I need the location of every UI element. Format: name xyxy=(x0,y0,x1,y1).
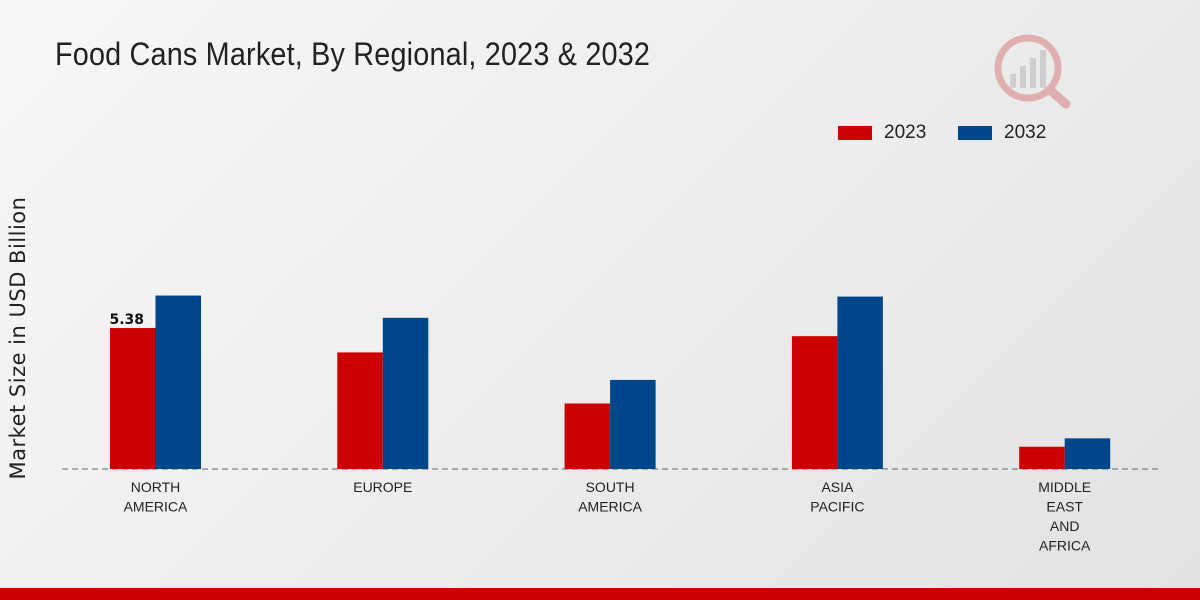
x-tick-label: NORTH AMERICA xyxy=(124,479,188,515)
legend-label-2032: 2032 xyxy=(1004,122,1047,143)
bar-2032-europe xyxy=(382,317,429,469)
data-label: 5.38 xyxy=(109,312,144,328)
bar-2032-middle-east-and-africa xyxy=(1064,438,1111,469)
bottom-accent-bar xyxy=(0,588,1200,600)
bar-2032-south-america xyxy=(610,379,656,469)
legend-label-2023: 2023 xyxy=(884,122,927,143)
brand-logo-icon xyxy=(994,34,1071,109)
x-tick-label: EUROPE xyxy=(353,479,412,495)
legend-item-2032: 2032 xyxy=(958,122,1046,144)
x-tick-label: MIDDLE EAST AND AFRICA xyxy=(1038,479,1091,554)
legend-swatch-2032 xyxy=(958,126,992,140)
bar-2032-asia-pacific xyxy=(837,296,883,469)
bar-2032-north-america xyxy=(155,295,201,469)
bar-2023-europe xyxy=(337,352,383,469)
bar-2023-middle-east-and-africa xyxy=(1019,446,1065,469)
x-tick-label: ASIA PACIFIC xyxy=(810,479,864,515)
legend-swatch-2023 xyxy=(838,126,872,140)
chart-title: Food Cans Market, By Regional, 2023 & 20… xyxy=(55,36,651,72)
x-tick-label: SOUTH AMERICA xyxy=(578,479,642,515)
bar-2023-north-america xyxy=(110,328,156,469)
bar-2023-south-america xyxy=(564,403,611,469)
legend-item-2023: 2023 xyxy=(838,122,926,144)
bar-2023-asia-pacific xyxy=(791,336,838,469)
